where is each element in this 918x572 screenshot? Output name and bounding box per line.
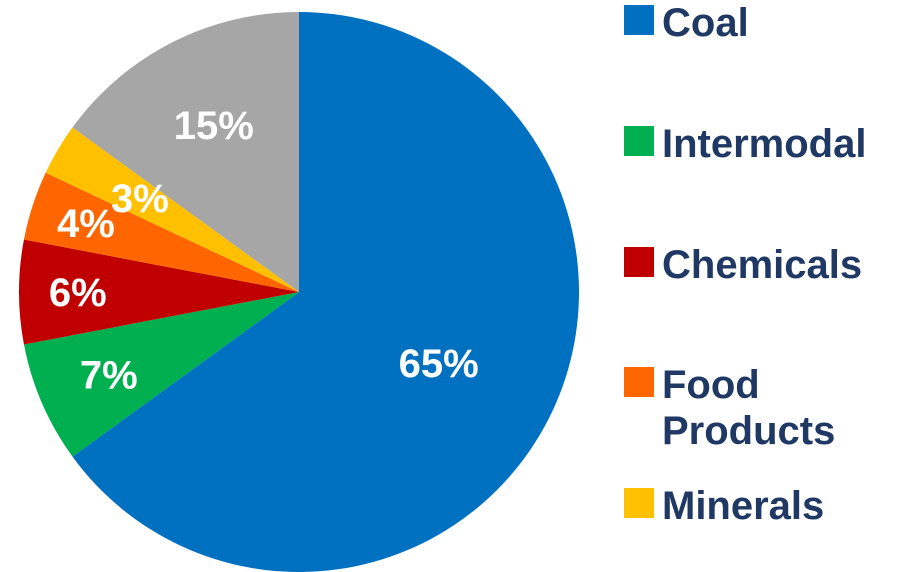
legend-label-minerals: Minerals <box>662 484 825 528</box>
legend-label-food-products: Food Products <box>662 363 836 453</box>
legend-label-intermodal: Intermodal <box>662 122 867 166</box>
legend-swatch-minerals <box>624 488 654 518</box>
legend-swatch-food-products <box>624 367 654 397</box>
slice-label-chemicals: 6% <box>49 271 107 315</box>
slice-label-other: 15% <box>174 104 254 148</box>
legend-item-chemicals: Chemicals <box>624 242 902 288</box>
slice-label-intermodal: 7% <box>80 353 138 397</box>
legend-item-food-products: Food Products <box>624 362 902 454</box>
legend-swatch-coal <box>624 5 654 35</box>
legend-label-coal: Coal <box>662 1 749 45</box>
pie-slice-coal <box>72 12 579 572</box>
pie-slice-food-products <box>23 172 300 292</box>
pie-slice-other <box>72 12 299 292</box>
legend-swatch-intermodal <box>624 126 654 156</box>
legend-label-chemicals: Chemicals <box>662 243 863 287</box>
pie-chart: 65% 7% 6% 4%3%15% <box>18 12 579 572</box>
legend-item-intermodal: Intermodal <box>624 121 902 167</box>
pie-slice-minerals <box>45 127 300 292</box>
pie-slice-intermodal <box>23 292 300 457</box>
legend-swatch-chemicals <box>624 247 654 277</box>
legend-item-coal: Coal <box>624 0 902 46</box>
slice-label-food-products: 4% <box>57 202 115 246</box>
slice-label-coal: 65% <box>399 342 479 386</box>
slice-label-minerals: 3% <box>111 177 169 221</box>
pie-slice-chemicals <box>18 239 299 345</box>
legend-item-minerals: Minerals <box>624 483 902 529</box>
chart-legend: Coal Intermodal Chemicals Food Products … <box>624 0 918 572</box>
